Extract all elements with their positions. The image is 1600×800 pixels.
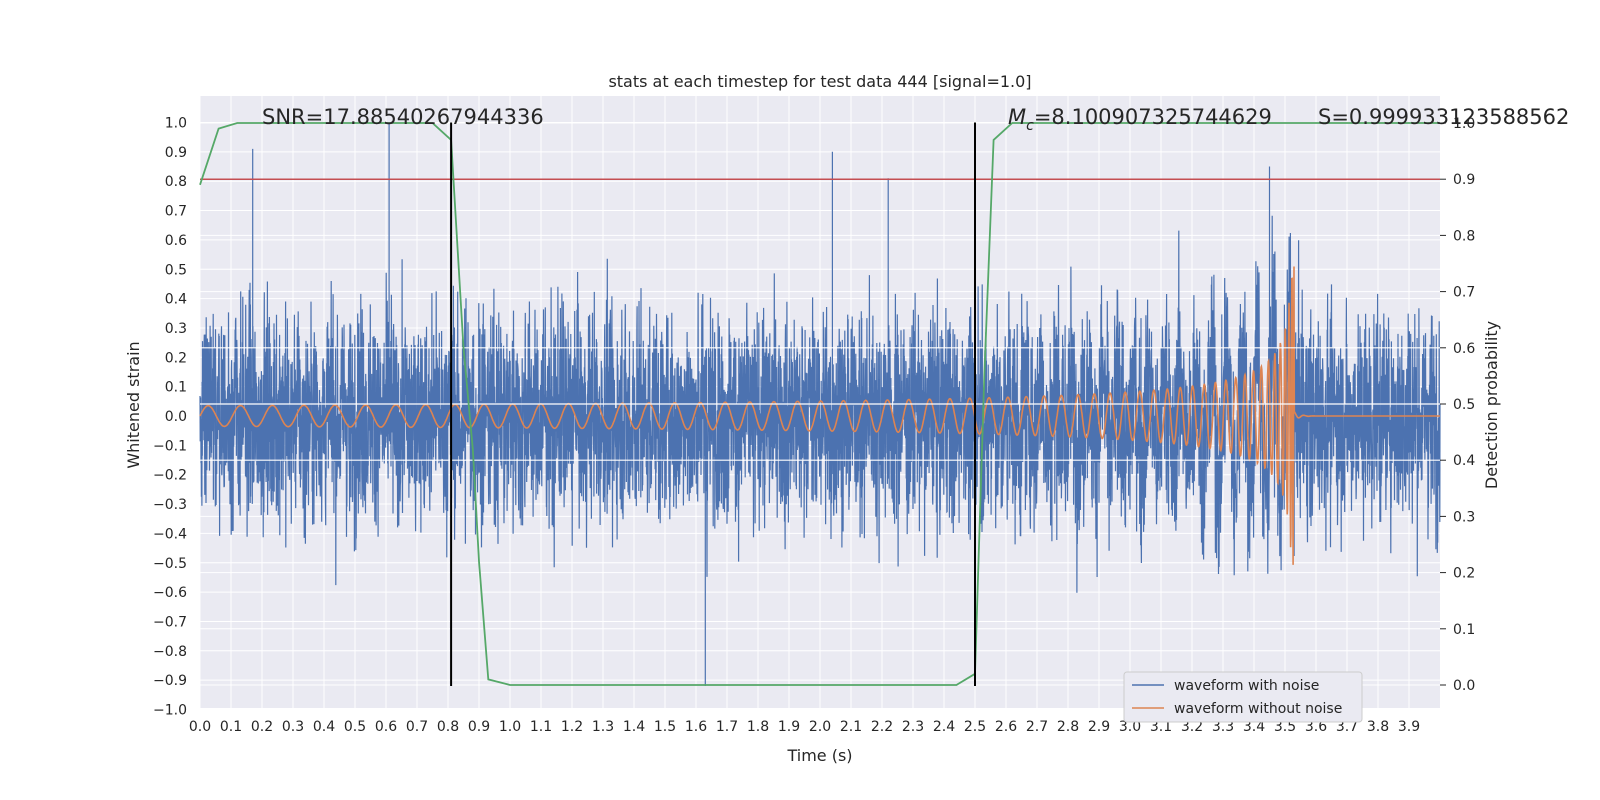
x-tick-label: 0.0 — [189, 719, 211, 735]
x-tick-label: 3.8 — [1367, 719, 1389, 735]
x-tick-label: 2.4 — [933, 719, 955, 735]
y-tick-label: 0.9 — [165, 145, 187, 161]
y-tick-label: 0.6 — [165, 233, 187, 249]
y2-axis-ticks: 1.0 0.9 0.8 0.7 0.6 0.5 0.4 0.3 0.2 0.1 0.0 — [1440, 116, 1475, 694]
x-axis-label: Time (s) — [786, 746, 852, 765]
legend-label-noise: waveform with noise — [1174, 678, 1319, 694]
x-tick-label: 3.0 — [1119, 719, 1141, 735]
x-tick-label: 0.7 — [406, 719, 428, 735]
y-tick-label: 0.7 — [165, 204, 187, 220]
series-waveform-without-noise — [199, 266, 1440, 565]
y2-tick-label: 0.2 — [1453, 566, 1475, 582]
x-tick-label: 2.7 — [1026, 719, 1048, 735]
series-detection-probability — [199, 122, 1440, 686]
x-tick-label: 3.1 — [1150, 719, 1172, 735]
x-tick-label: 2.2 — [871, 719, 893, 735]
y2-tick-label: 0.3 — [1453, 509, 1475, 525]
y-tick-label: 0.2 — [165, 350, 187, 366]
x-tick-label: 3.6 — [1305, 719, 1327, 735]
y2-tick-label: 0.8 — [1453, 228, 1475, 244]
y-tick-label: −0.8 — [153, 644, 187, 660]
y2-tick-label: 0.5 — [1453, 397, 1475, 413]
vertical-markers — [450, 122, 976, 687]
x-tick-label: 0.2 — [251, 719, 273, 735]
line-waveform-without-noise — [199, 266, 1440, 565]
y2-axis-label: Detection probability — [1482, 321, 1501, 489]
x-tick-label: 2.3 — [902, 719, 924, 735]
x-tick-label: 2.0 — [809, 719, 831, 735]
x-tick-label: 1.8 — [747, 719, 769, 735]
x-tick-label: 2.9 — [1088, 719, 1110, 735]
line-waveform-with-noise — [199, 122, 1441, 686]
y2-tick-label: 0.9 — [1453, 172, 1475, 188]
y-tick-label: 0.0 — [165, 409, 187, 425]
x-tick-label: 3.5 — [1274, 719, 1296, 735]
x-tick-label: 0.1 — [220, 719, 242, 735]
legend: waveform with noise waveform without noi… — [1123, 671, 1363, 723]
line-detection-probability — [199, 122, 1440, 686]
x-tick-label: 1.6 — [685, 719, 707, 735]
x-tick-label: 0.9 — [468, 719, 490, 735]
y-tick-label: 0.5 — [165, 262, 187, 278]
y-tick-label: 0.1 — [165, 380, 187, 396]
x-tick-label: 2.1 — [840, 719, 862, 735]
x-tick-label: 0.5 — [344, 719, 366, 735]
x-tick-label: 3.4 — [1243, 719, 1265, 735]
y-tick-label: −0.3 — [153, 497, 187, 513]
x-tick-label: 3.3 — [1212, 719, 1234, 735]
x-tick-label: 1.5 — [654, 719, 676, 735]
snr-annotation: SNR=17.88540267944336 — [262, 105, 544, 129]
x-tick-label: 1.4 — [623, 719, 645, 735]
x-tick-label: 0.8 — [437, 719, 459, 735]
series-waveform-with-noise — [199, 122, 1441, 686]
x-tick-label: 1.9 — [778, 719, 800, 735]
y-tick-label: −0.1 — [153, 438, 187, 454]
y-tick-label: 1.0 — [165, 116, 187, 132]
x-tick-label: 3.2 — [1181, 719, 1203, 735]
y-tick-label: −0.6 — [153, 585, 187, 601]
y-tick-label: −1.0 — [153, 703, 187, 719]
x-tick-label: 0.3 — [282, 719, 304, 735]
x-tick-label: 3.7 — [1336, 719, 1358, 735]
x-tick-label: 1.2 — [561, 719, 583, 735]
legend-box — [1123, 671, 1363, 723]
mc-symbol: M — [1008, 105, 1026, 129]
x-tick-label: 1.1 — [530, 719, 552, 735]
x-tick-label: 1.7 — [716, 719, 738, 735]
y-tick-label: 0.8 — [165, 174, 187, 190]
x-axis-ticks: 0.0 0.1 0.2 0.3 0.4 0.5 0.6 0.7 0.8 0.9 1.0 1.1 1.2 1… — [189, 719, 1420, 735]
x-tick-label: 2.8 — [1057, 719, 1079, 735]
x-tick-label: 3.9 — [1398, 719, 1420, 735]
y-tick-label: −0.4 — [153, 526, 187, 542]
y2-tick-label: 0.1 — [1453, 622, 1475, 638]
y-tick-label: −0.7 — [153, 614, 187, 630]
y2-tick-label: 0.6 — [1453, 341, 1475, 357]
y-axis-label: Whitened strain — [124, 341, 143, 468]
x-tick-label: 2.6 — [995, 719, 1017, 735]
s-annotation: S=0.999933123588562 — [1318, 105, 1569, 129]
y-tick-label: −0.5 — [153, 556, 187, 572]
legend-label-clean: waveform without noise — [1174, 701, 1342, 717]
x-tick-label: 0.6 — [375, 719, 397, 735]
mc-annotation: Mc=8.100907325744629 — [1008, 105, 1272, 134]
y2-tick-label: 0.0 — [1453, 678, 1475, 694]
y-tick-label: 0.4 — [165, 292, 187, 308]
chart-title: stats at each timestep for test data 444… — [608, 72, 1031, 91]
mc-value: =8.100907325744629 — [1034, 105, 1272, 129]
x-tick-label: 0.4 — [313, 719, 335, 735]
x-tick-label: 2.5 — [964, 719, 986, 735]
y2-tick-label: 0.7 — [1453, 285, 1475, 301]
y-tick-label: −0.9 — [153, 673, 187, 689]
x-tick-label: 1.3 — [592, 719, 614, 735]
y2-tick-label: 0.4 — [1453, 453, 1475, 469]
y-tick-label: −0.2 — [153, 468, 187, 484]
x-tick-label: 1.0 — [499, 719, 521, 735]
mc-subscript: c — [1026, 118, 1034, 134]
y-tick-label: 0.3 — [165, 321, 187, 337]
y-axis-ticks: 1.0 0.9 0.8 0.7 0.6 0.5 0.4 0.3 0.2 0.1 0.0 −0.1 −0.… — [153, 116, 187, 719]
y2-tick-label: 1.0 — [1453, 116, 1475, 132]
